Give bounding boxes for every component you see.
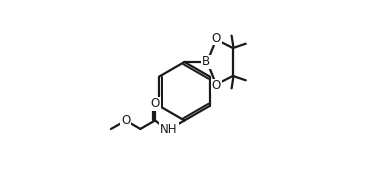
Text: O: O xyxy=(212,32,221,44)
Text: O: O xyxy=(212,79,221,93)
Text: O: O xyxy=(151,97,160,110)
Text: B: B xyxy=(202,55,210,68)
Text: O: O xyxy=(121,114,130,127)
Text: NH: NH xyxy=(160,123,177,136)
